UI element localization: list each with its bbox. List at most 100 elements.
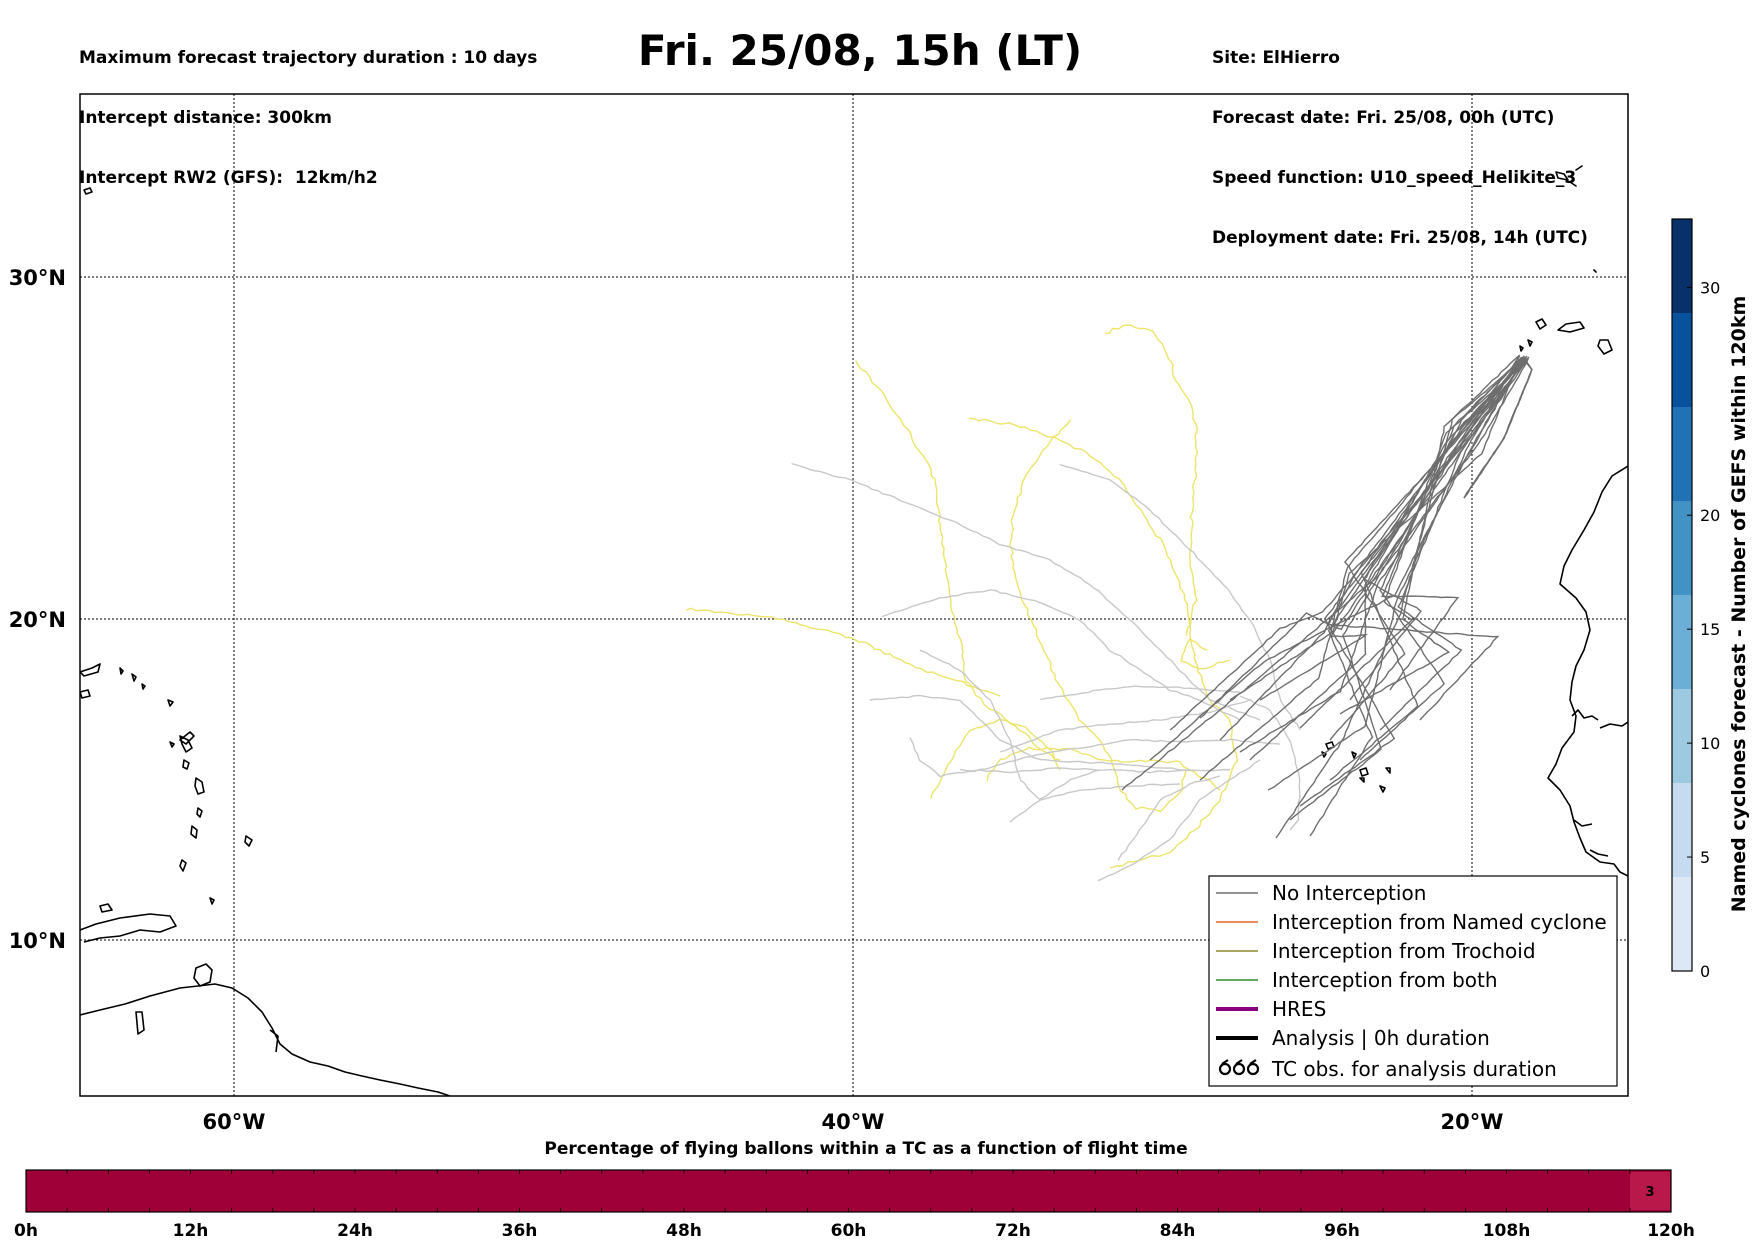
- no-interception-trajectory: [1463, 357, 1533, 499]
- coastline-lesser-antilles: [119, 667, 253, 905]
- lat-label-20n: 20°N: [9, 608, 66, 632]
- coastline-bermuda: [83, 187, 93, 195]
- legend-label-analysis: Analysis | 0h duration: [1272, 1026, 1490, 1050]
- no-interception-trajectory: [1275, 358, 1524, 839]
- colorbar-tick-label: 30: [1700, 278, 1720, 297]
- yellow-trajectory: [854, 360, 1061, 761]
- time-bar-ticks: 0h 12h 24h 36h 48h 60h 72h 84h 96h 108h 120h: [14, 1170, 1695, 1241]
- coastline-trinidad: [193, 963, 213, 987]
- header-left-line: Intercept distance: 300km: [79, 108, 332, 128]
- no-interception-trajectory: [1229, 358, 1520, 701]
- yellow-trajectory: [686, 607, 1001, 697]
- colorbar-segment: [1672, 689, 1692, 783]
- header-right-line: Site: ElHierro: [1212, 48, 1340, 68]
- coastline-south-america: [80, 983, 451, 1096]
- coastline-west-africa: [1547, 465, 1628, 877]
- colorbar-segment: [1672, 595, 1692, 689]
- time-bar-tick-label: 36h: [502, 1221, 538, 1241]
- colorbar-title: Named cyclones forecast - Number of GEFS…: [1728, 296, 1750, 913]
- colorbar-frame: [1671, 218, 1693, 972]
- light-trajectory: [1040, 685, 1240, 701]
- light-trajectory: [869, 694, 1191, 771]
- lon-label-60w: 60°W: [203, 1110, 266, 1134]
- yellow-trajectory: [930, 718, 1061, 799]
- legend-box: [1208, 875, 1618, 1087]
- legend-label-no-interception: No Interception: [1272, 881, 1426, 905]
- legend-label-tc-obs: TC obs. for analysis duration: [1271, 1057, 1557, 1081]
- legend-label-hres: HRES: [1272, 997, 1326, 1021]
- time-bar-tick-label: 24h: [337, 1221, 373, 1241]
- light-trajectory: [1009, 783, 1181, 823]
- coastline-canary-islands: [1519, 318, 1613, 355]
- coastlines: [80, 165, 1628, 1096]
- colorbar-tick-label: 0: [1700, 962, 1710, 981]
- colorbar-tick-label: 5: [1700, 848, 1710, 867]
- time-bar-tick-label: 0h: [14, 1221, 38, 1241]
- no-interception-trajectory: [1463, 357, 1533, 499]
- header-right-line: Forecast date: Fri. 25/08, 00h (UTC): [1212, 108, 1555, 128]
- light-trajectory: [1097, 759, 1261, 882]
- time-bar-end-label: 3: [1645, 1185, 1654, 1200]
- colorbar-ticks: 0 5 10 15 20 30: [1687, 278, 1720, 981]
- trajectories-light-gray: [791, 462, 1301, 882]
- no-interception-trajectory: [1329, 355, 1528, 741]
- light-trajectory: [791, 462, 1261, 721]
- yellow-trajectory: [1104, 324, 1199, 637]
- map-legend: No Interception Interception from Named …: [1208, 875, 1618, 1087]
- legend-label-named-cyclone: Interception from Named cyclone: [1272, 910, 1607, 934]
- lat-label-30n: 30°N: [9, 266, 66, 290]
- coastline-venezuela-islands: [80, 903, 177, 1035]
- no-interception-trajectory: [1309, 357, 1529, 837]
- time-bar-end-cell: [1630, 1172, 1670, 1210]
- legend-label-trochoid: Interception from Trochoid: [1272, 939, 1536, 963]
- colorbar-tick-label: 10: [1700, 734, 1720, 753]
- yellow-trajectory: [1180, 638, 1231, 670]
- no-interception-trajectory: [1381, 359, 1529, 691]
- lon-label-40w: 40°W: [822, 1110, 885, 1134]
- time-bar-tick-label: 48h: [666, 1221, 702, 1241]
- no-interception-trajectory: [1299, 360, 1526, 807]
- no-interception-trajectory: [1239, 355, 1525, 753]
- coastline-africa-detail: [1571, 709, 1628, 857]
- time-bar-title: Percentage of flying ballons within a TC…: [544, 1139, 1187, 1159]
- colorbar-segment: [1672, 877, 1692, 971]
- lat-label-10n: 10°N: [9, 929, 66, 953]
- header-left-line: Intercept RW2 (GFS): 12km/h2: [79, 168, 378, 188]
- time-bar-fill: [25, 1169, 1672, 1213]
- colorbar-segment: [1672, 783, 1692, 877]
- header-left-line: Maximum forecast trajectory duration : 1…: [79, 48, 538, 68]
- yellow-trajectory: [986, 746, 1221, 791]
- no-interception-trajectory: [1199, 357, 1525, 781]
- time-bar-tick-label: 72h: [995, 1221, 1031, 1241]
- colorbar-tick-label: 15: [1700, 620, 1720, 639]
- yellow-trajectory: [1009, 419, 1113, 761]
- yellow-trajectory: [1110, 760, 1187, 813]
- page-title: Fri. 25/08, 15h (LT): [637, 26, 1083, 75]
- colorbar-segment: [1672, 407, 1692, 501]
- lon-label-20w: 20°W: [1441, 1110, 1504, 1134]
- light-trajectory: [881, 589, 1241, 721]
- time-bar-tick-label: 60h: [831, 1221, 867, 1241]
- time-bar-tick-label: 96h: [1324, 1221, 1360, 1241]
- header-right-line: Speed function: U10_speed_Helikite_3: [1212, 168, 1577, 188]
- time-bar-tick-label: 84h: [1160, 1221, 1196, 1241]
- light-trajectory: [1000, 699, 1251, 753]
- time-bar-tick-label: 120h: [1647, 1221, 1695, 1241]
- trajectories-yellow: [686, 324, 1239, 869]
- no-interception-trajectory: [1259, 359, 1526, 701]
- colorbar-segment: [1672, 501, 1692, 595]
- light-trajectory: [959, 767, 1231, 774]
- coastline-puerto-rico: [80, 663, 101, 699]
- no-interception-trajectory: [1289, 359, 1521, 821]
- map-frame: [79, 93, 1629, 1097]
- forecast-parameters: Site: ElHierro Forecast date: Fri. 25/08…: [1212, 8, 1588, 268]
- colorbar-tick-label: 20: [1700, 506, 1720, 525]
- light-trajectory: [909, 737, 1281, 778]
- cyclone-icon: [1218, 1059, 1260, 1076]
- no-interception-trajectory: [1349, 360, 1523, 701]
- no-interception-trajectory: [1219, 356, 1520, 741]
- light-trajectory: [1059, 463, 1301, 731]
- colorbar-segment: [1672, 219, 1692, 313]
- no-interception-trajectory: [1329, 358, 1527, 781]
